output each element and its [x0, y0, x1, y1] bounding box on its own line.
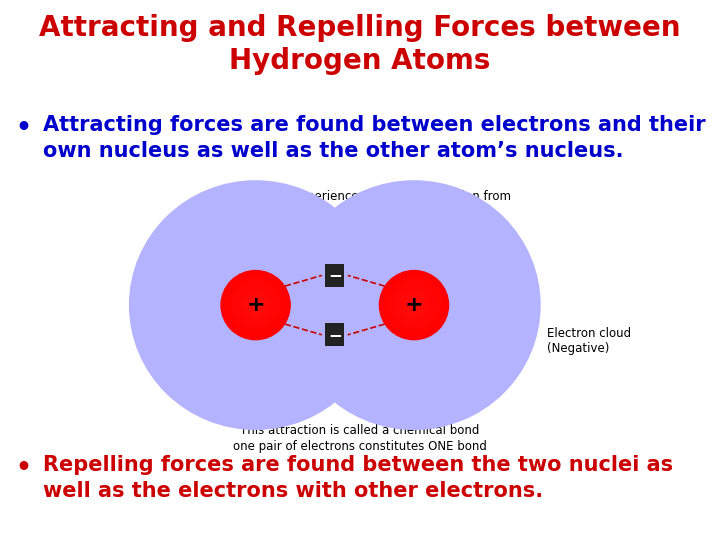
Ellipse shape: [360, 252, 468, 359]
Ellipse shape: [387, 278, 441, 333]
Ellipse shape: [378, 269, 450, 341]
Ellipse shape: [383, 274, 445, 336]
Ellipse shape: [228, 278, 283, 333]
Ellipse shape: [148, 199, 364, 411]
Text: This attraction is called a chemical bond
one pair of electrons constitutes ONE : This attraction is called a chemical bon…: [233, 424, 487, 454]
Text: Attracting and Repelling Forces between
Hydrogen Atoms: Attracting and Repelling Forces between …: [40, 14, 680, 75]
Ellipse shape: [220, 269, 292, 341]
Text: •: •: [16, 116, 32, 140]
Ellipse shape: [221, 271, 290, 340]
Ellipse shape: [248, 298, 263, 312]
Ellipse shape: [242, 291, 269, 319]
Text: −: −: [328, 326, 342, 344]
Ellipse shape: [235, 285, 276, 326]
Text: Repelling forces are found between the two nuclei as
well as the electrons with : Repelling forces are found between the t…: [43, 455, 673, 501]
Ellipse shape: [202, 252, 310, 359]
Text: +: +: [246, 295, 265, 315]
Text: +: +: [405, 295, 423, 315]
Ellipse shape: [288, 181, 540, 429]
Ellipse shape: [252, 302, 259, 308]
Ellipse shape: [238, 288, 273, 322]
Text: The electrons experience a force of attraction from
both nuclei. This negative -: The electrons experience a force of attr…: [209, 190, 511, 236]
Text: −: −: [328, 266, 342, 285]
Ellipse shape: [184, 234, 328, 376]
Ellipse shape: [397, 288, 431, 322]
Ellipse shape: [324, 217, 504, 394]
Ellipse shape: [130, 181, 382, 429]
Ellipse shape: [238, 287, 274, 323]
Ellipse shape: [166, 217, 346, 394]
Ellipse shape: [393, 285, 435, 326]
Text: •: •: [16, 456, 32, 480]
Ellipse shape: [225, 274, 287, 336]
Ellipse shape: [400, 291, 428, 319]
Ellipse shape: [407, 298, 421, 312]
Ellipse shape: [396, 287, 432, 323]
Ellipse shape: [404, 295, 424, 315]
Ellipse shape: [306, 199, 522, 411]
Ellipse shape: [231, 281, 280, 329]
Ellipse shape: [379, 271, 449, 340]
Ellipse shape: [246, 295, 266, 315]
Ellipse shape: [390, 281, 438, 329]
Ellipse shape: [342, 234, 486, 376]
Text: Electron cloud
(Negative): Electron cloud (Negative): [547, 327, 631, 355]
Text: Attracting forces are found between electrons and their
own nucleus as well as t: Attracting forces are found between elec…: [43, 115, 706, 160]
Ellipse shape: [410, 302, 418, 308]
